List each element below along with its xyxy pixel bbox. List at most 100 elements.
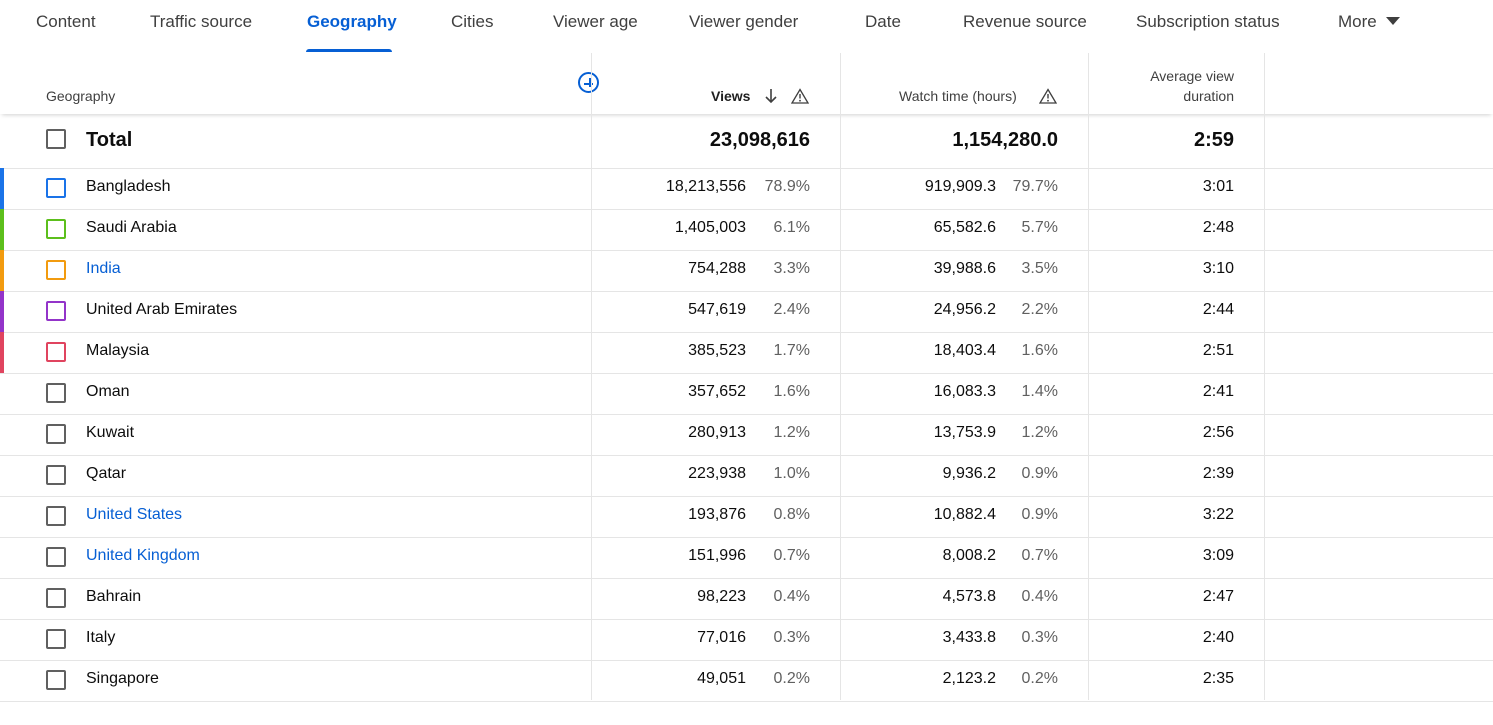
watch-time-value: 919,909.3 [924,178,996,195]
country-name: Saudi Arabia [86,219,177,236]
average-view-duration-value: 3:22 [1202,506,1234,523]
row-checkbox[interactable] [46,506,66,526]
table-row[interactable]: India 754,288 3.3% 39,988.6 3.5% 3:10 [0,250,1493,292]
tab-content[interactable]: Content [36,12,96,31]
row-checkbox[interactable] [46,465,66,485]
average-view-duration-value: 2:48 [1202,219,1234,236]
country-name: Bangladesh [86,178,171,195]
table-row[interactable]: Bahrain 98,223 0.4% 4,573.8 0.4% 2:47 [0,578,1493,620]
table-row[interactable]: Qatar 223,938 1.0% 9,936.2 0.9% 2:39 [0,455,1493,497]
table-row[interactable]: Malaysia 385,523 1.7% 18,403.4 1.6% 2:51 [0,332,1493,374]
watch-time-value: 65,582.6 [933,219,996,236]
row-checkbox[interactable] [46,383,66,403]
watch-time-value: 10,882.4 [933,506,996,523]
tab-cities[interactable]: Cities [451,12,494,31]
views-percent: 1.7% [773,342,810,359]
tab-viewer-gender[interactable]: Viewer gender [689,12,799,31]
table-row[interactable]: Singapore 49,051 0.2% 2,123.2 0.2% 2:35 [0,660,1493,702]
arrow-down-icon[interactable] [762,86,780,106]
tab-revenue-source[interactable]: Revenue source [963,12,1087,31]
table-row[interactable]: United Arab Emirates 547,619 2.4% 24,956.2 2… [0,291,1493,333]
views-percent: 3.3% [773,260,810,277]
report-tabs: Content Traffic source Geography Cities … [0,0,1493,54]
watch-time-percent: 0.9% [1021,506,1058,523]
watch-time-percent: 2.2% [1021,301,1058,318]
country-name[interactable]: United States [86,506,183,523]
row-checkbox[interactable] [46,260,66,280]
average-view-duration-value: 3:09 [1202,547,1234,564]
tab-more-label: More [1338,12,1377,31]
plus-circle-icon[interactable] [578,72,599,93]
country-name: Qatar [86,465,127,482]
views-percent: 6.1% [773,219,810,236]
table-row[interactable]: United Kingdom 151,996 0.7% 8,008.2 0.7% 3:09 [0,537,1493,579]
tab-traffic-source[interactable]: Traffic source [150,12,253,31]
warning-icon[interactable] [791,88,809,104]
column-divider [1264,53,1265,700]
watch-time-percent: 1.6% [1021,342,1058,359]
tab-geography[interactable]: Geography [307,12,397,31]
views-value: 1,405,003 [674,219,746,236]
row-checkbox[interactable] [46,588,66,608]
table-row[interactable]: United States 193,876 0.8% 10,882.4 0.9% 3:22 [0,496,1493,538]
total-checkbox[interactable] [46,129,66,149]
watch-time-value: 24,956.2 [933,301,996,318]
column-header-geography[interactable]: Geography [46,88,116,104]
views-value: 754,288 [688,260,746,277]
row-checkbox[interactable] [46,301,66,321]
tab-viewer-age[interactable]: Viewer age [553,12,638,31]
table-row[interactable]: Italy 77,016 0.3% 3,433.8 0.3% 2:40 [0,619,1493,661]
table-row[interactable]: Bangladesh 18,213,556 78.9% 919,909.3 79.7% 3… [0,168,1493,210]
warning-icon[interactable] [1039,88,1057,104]
column-divider [591,53,592,700]
row-checkbox[interactable] [46,342,66,362]
row-checkbox[interactable] [46,629,66,649]
tab-date[interactable]: Date [865,12,901,31]
row-checkbox[interactable] [46,178,66,198]
views-value: 547,619 [688,301,746,318]
average-view-duration-value: 2:51 [1202,342,1234,359]
country-name: Malaysia [86,342,150,359]
column-header-average-view-duration-line2[interactable]: duration [1183,88,1234,104]
table-row[interactable]: Oman 357,652 1.6% 16,083.3 1.4% 2:41 [0,373,1493,415]
average-view-duration-value: 2:40 [1202,629,1234,646]
views-value: 385,523 [688,342,746,359]
average-view-duration-value: 2:47 [1202,588,1234,605]
watch-time-percent: 0.3% [1021,629,1058,646]
views-value: 193,876 [688,506,746,523]
row-checkbox[interactable] [46,424,66,444]
watch-time-value: 39,988.6 [933,260,996,277]
caret-down-icon [1385,16,1400,25]
country-name: Bahrain [86,588,142,605]
views-percent: 1.6% [773,383,810,400]
column-header-watch-time[interactable]: Watch time (hours) [899,88,1017,104]
views-percent: 0.7% [773,547,810,564]
views-value: 357,652 [688,383,746,400]
row-checkbox[interactable] [46,547,66,567]
views-value: 151,996 [688,547,746,564]
table-row[interactable]: Saudi Arabia 1,405,003 6.1% 65,582.6 5.7% 2:4… [0,209,1493,251]
tab-subscription-status[interactable]: Subscription status [1136,12,1280,31]
column-header-average-view-duration-line1[interactable]: Average view [1150,68,1234,84]
table-header: Geography Views Watch time (hours) Avera… [0,53,1493,114]
watch-time-value: 3,433.8 [942,629,996,646]
country-name: United Arab Emirates [86,301,238,318]
column-divider [840,53,841,700]
series-color-bar [0,250,4,291]
column-header-views[interactable]: Views [711,88,751,104]
tab-more[interactable]: More [1338,0,1400,52]
row-checkbox[interactable] [46,219,66,239]
country-name[interactable]: India [86,260,121,277]
total-views: 23,098,616 [709,129,810,151]
average-view-duration-value: 2:44 [1202,301,1234,318]
table-row[interactable]: Kuwait 280,913 1.2% 13,753.9 1.2% 2:56 [0,414,1493,456]
watch-time-value: 8,008.2 [942,547,996,564]
series-color-bar [0,209,4,250]
views-value: 77,016 [697,629,746,646]
country-name: Singapore [86,670,159,687]
watch-time-value: 18,403.4 [933,342,996,359]
total-average-view-duration: 2:59 [1193,129,1234,151]
views-value: 49,051 [697,670,746,687]
row-checkbox[interactable] [46,670,66,690]
country-name[interactable]: United Kingdom [86,547,200,564]
